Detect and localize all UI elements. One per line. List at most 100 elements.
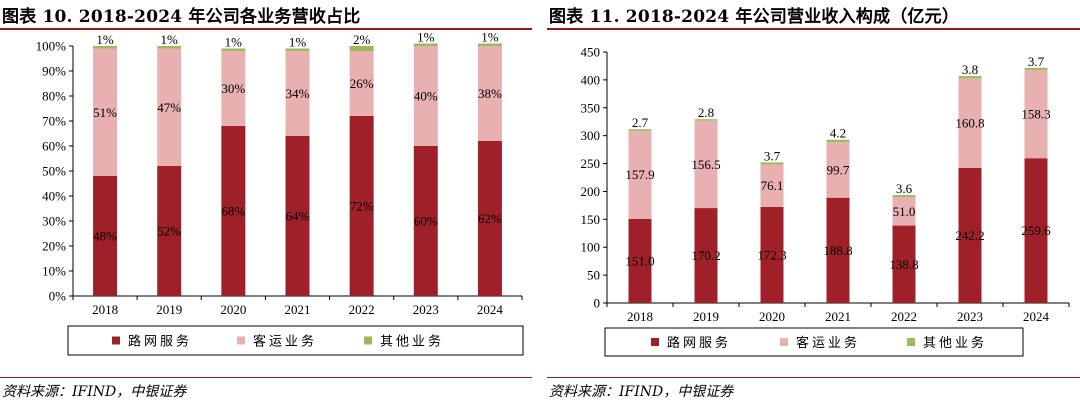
data-label: 172.3 — [757, 247, 786, 262]
data-label: 1% — [225, 35, 243, 50]
legend-label: 客运业务 — [253, 334, 317, 350]
bar-segment — [93, 46, 118, 49]
data-label: 3.7 — [1028, 54, 1045, 69]
bar-segment — [826, 197, 850, 303]
y-tick-label: 450 — [581, 45, 601, 60]
bar-segment — [1024, 69, 1048, 159]
chart-title: 图表 10. 2018-2024 年公司各业务营收占比 — [2, 7, 361, 27]
bar-segment — [285, 48, 310, 51]
x-tick-label: 2021 — [825, 309, 851, 324]
bar-segment — [694, 119, 718, 121]
data-label: 138.8 — [889, 257, 918, 272]
bar-segment — [958, 167, 982, 303]
y-tick-label: 150 — [581, 212, 601, 227]
y-tick-label: 50% — [42, 164, 66, 179]
data-label: 156.5 — [691, 157, 720, 172]
bar-segment — [892, 225, 916, 303]
bar-segment — [477, 46, 502, 141]
legend-label: 其他业务 — [923, 335, 987, 351]
chart-title: 图表 11. 2018-2024 年公司营业收入构成（亿元） — [549, 7, 960, 27]
bar-segment — [221, 51, 246, 126]
source-rule — [547, 377, 1080, 378]
bar-segment — [958, 78, 982, 168]
bar-segment — [760, 206, 784, 303]
bar-segment — [628, 130, 652, 219]
bar-segment — [760, 162, 784, 165]
y-tick-label: 250 — [581, 156, 601, 171]
y-tick-label: 90% — [42, 64, 66, 79]
bar-segment — [892, 197, 916, 226]
bar-segment — [221, 48, 246, 51]
bar-segment — [628, 218, 652, 303]
x-tick-label: 2023 — [413, 302, 439, 317]
data-label: 30% — [221, 81, 245, 96]
bar-segment — [93, 48, 118, 176]
bar-segment — [1024, 158, 1048, 303]
data-label: 1% — [417, 30, 435, 45]
data-label: 51% — [93, 105, 117, 120]
x-tick-label: 2022 — [891, 309, 917, 324]
data-label: 64% — [286, 209, 310, 224]
y-tick-label: 10% — [42, 264, 66, 279]
bar-segment — [826, 142, 850, 198]
x-tick-label: 2020 — [220, 302, 246, 317]
y-tick-label: 300 — [581, 128, 601, 143]
data-label: 1% — [481, 30, 499, 45]
source-note: 资料来源：IFIND，中银证券 — [2, 384, 187, 400]
data-label: 76.1 — [761, 178, 784, 193]
bar-segment — [221, 126, 246, 296]
data-label: 170.2 — [691, 248, 720, 263]
data-label: 51.0 — [893, 204, 916, 219]
x-tick-label: 2019 — [156, 302, 182, 317]
y-tick-label: 0% — [49, 289, 67, 304]
data-label: 158.3 — [1021, 107, 1050, 122]
x-tick-label: 2018 — [627, 309, 653, 324]
bar-segment — [157, 48, 182, 166]
y-tick-label: 350 — [581, 100, 601, 115]
x-tick-label: 2020 — [759, 309, 785, 324]
data-label: 60% — [414, 214, 438, 229]
data-label: 40% — [414, 89, 438, 104]
legend-swatch — [237, 336, 245, 345]
data-label: 38% — [478, 86, 502, 101]
legend-label: 其他业务 — [380, 334, 444, 350]
bar-segment — [285, 51, 310, 136]
bar-segment — [349, 51, 374, 116]
title-rule — [0, 28, 532, 30]
title-rule — [547, 28, 1080, 30]
y-tick-label: 60% — [42, 139, 66, 154]
bar-segment — [1024, 67, 1048, 70]
bar-segment — [413, 43, 438, 46]
data-label: 34% — [286, 86, 310, 101]
y-tick-label: 400 — [581, 72, 601, 87]
bar-segment — [826, 139, 850, 143]
x-tick-label: 2023 — [957, 309, 983, 324]
bar-segment — [892, 195, 916, 198]
y-tick-label: 100% — [36, 39, 67, 54]
y-tick-label: 30% — [42, 214, 66, 229]
bar-segment — [628, 129, 652, 131]
data-label: 1% — [96, 32, 114, 47]
data-label: 4.2 — [830, 126, 846, 141]
data-label: 2% — [353, 32, 371, 47]
y-tick-label: 200 — [581, 184, 601, 199]
bar-segment — [694, 120, 718, 209]
data-label: 2.7 — [632, 115, 649, 130]
data-label: 2.8 — [698, 105, 714, 120]
data-label: 3.8 — [962, 62, 978, 77]
data-label: 3.6 — [896, 181, 913, 196]
bar-segment — [349, 46, 374, 51]
legend-label: 客运业务 — [796, 335, 860, 351]
x-tick-label: 2019 — [693, 309, 719, 324]
legend-swatch — [780, 338, 788, 346]
bar-segment — [958, 76, 982, 79]
data-label: 242.2 — [955, 228, 984, 243]
x-tick-label: 2022 — [349, 302, 375, 317]
source-rule — [0, 377, 532, 378]
data-label: 72% — [350, 199, 374, 214]
data-label: 48% — [93, 229, 117, 244]
data-label: 3.7 — [764, 148, 781, 163]
data-label: 68% — [221, 204, 245, 219]
bar-segment — [694, 208, 718, 303]
y-tick-label: 100 — [581, 240, 601, 255]
